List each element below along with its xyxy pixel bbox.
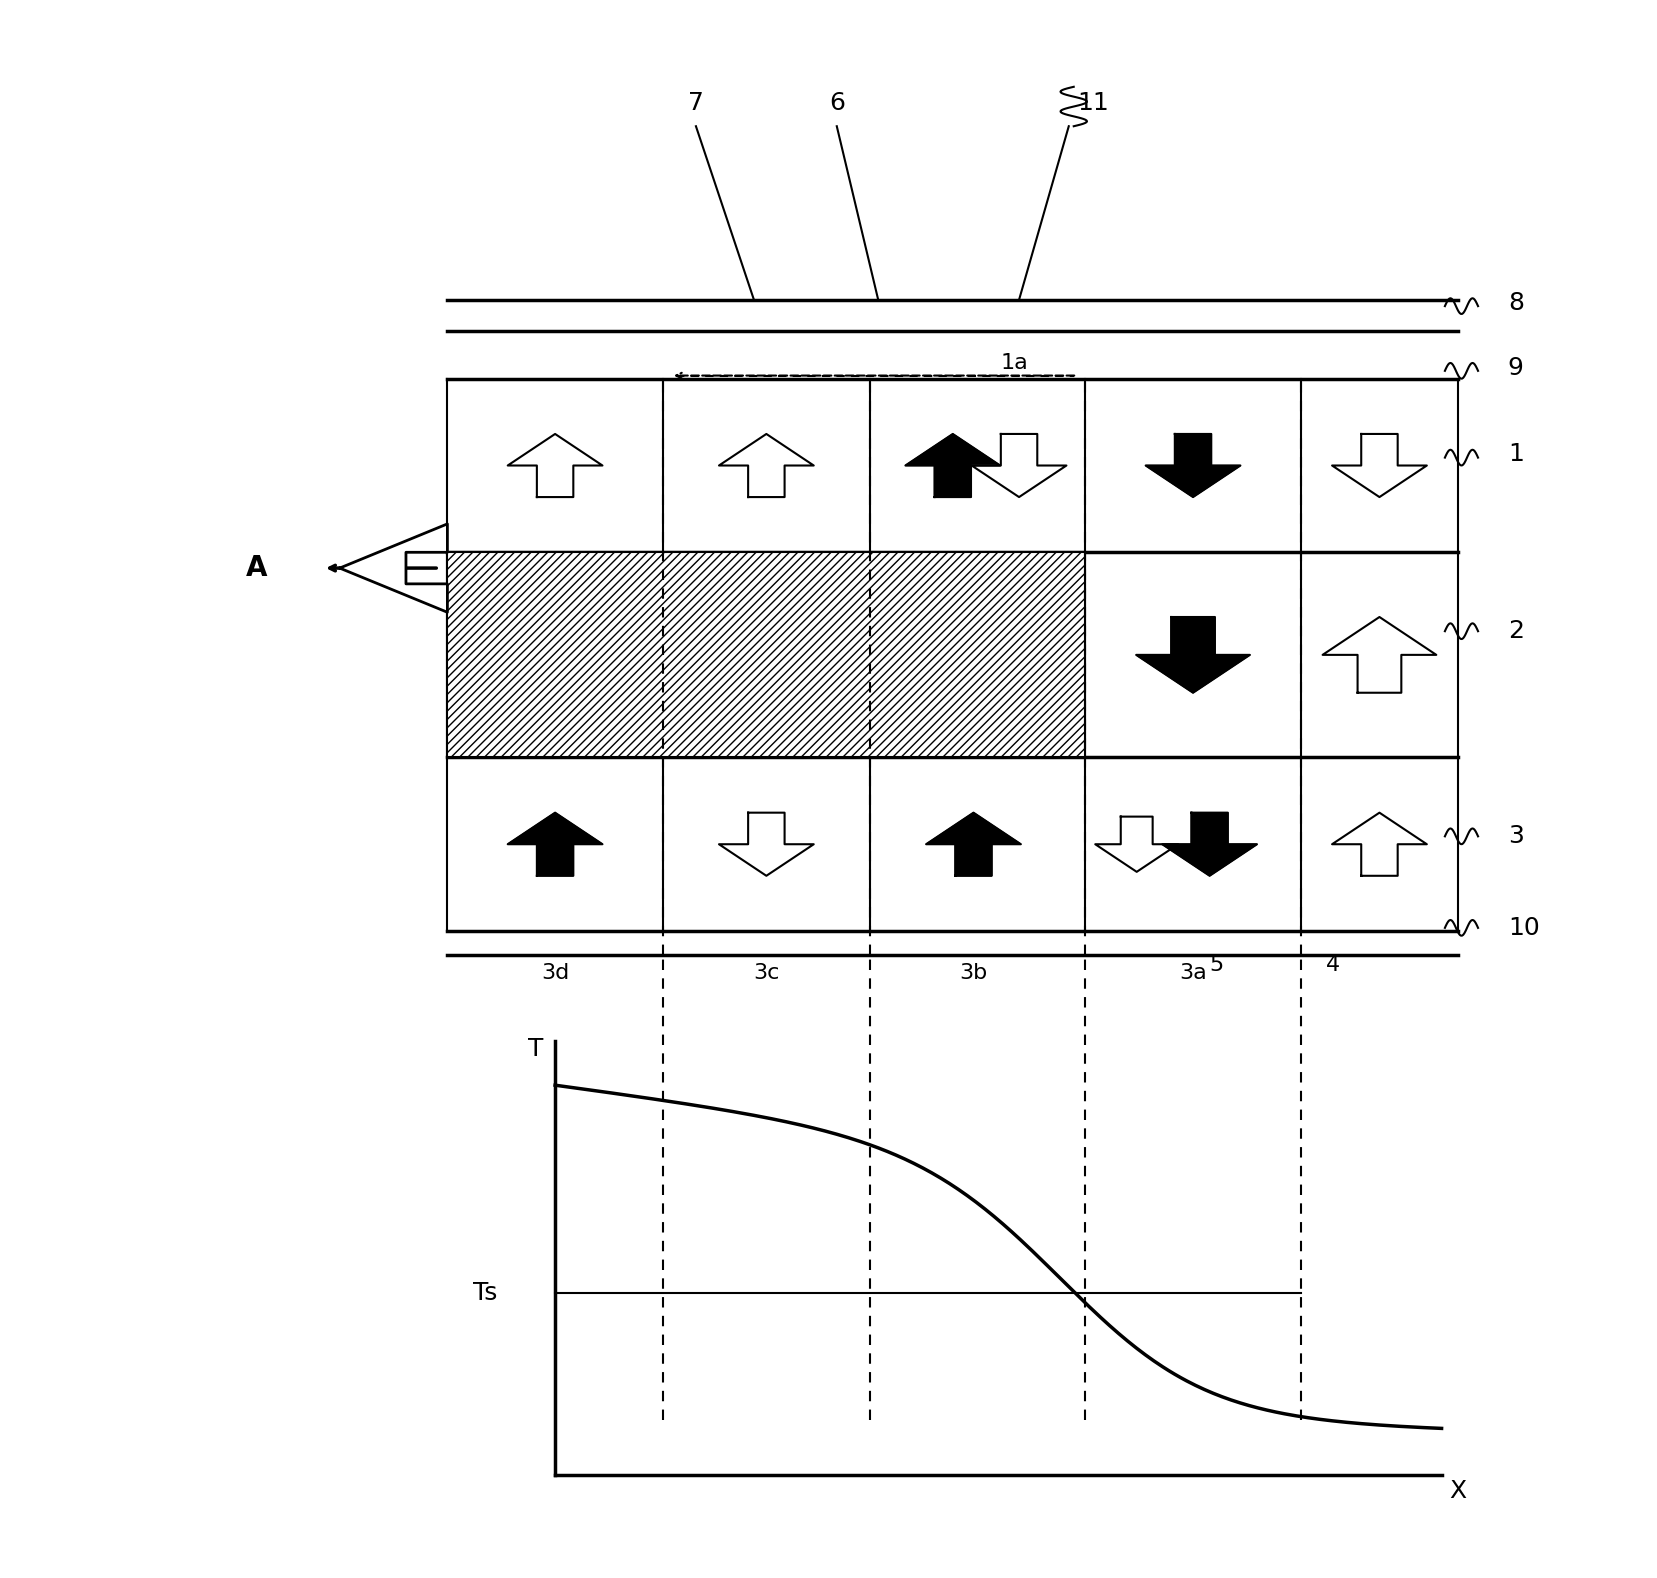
- Polygon shape: [1332, 813, 1427, 876]
- Text: 5: 5: [1210, 955, 1225, 975]
- Text: 3d: 3d: [540, 963, 570, 983]
- Text: 3b: 3b: [959, 963, 988, 983]
- Text: 3a: 3a: [1180, 963, 1206, 983]
- Text: 4: 4: [1326, 955, 1341, 975]
- Text: 3: 3: [1508, 824, 1524, 849]
- Polygon shape: [719, 813, 814, 876]
- Polygon shape: [719, 434, 814, 497]
- Text: A: A: [247, 554, 267, 582]
- Text: T: T: [529, 1037, 543, 1062]
- Polygon shape: [926, 813, 1021, 876]
- Polygon shape: [905, 434, 1001, 497]
- Text: 10: 10: [1508, 915, 1539, 940]
- Bar: [447, 552, 1085, 757]
- Polygon shape: [1095, 817, 1178, 871]
- Text: 11: 11: [1077, 90, 1110, 115]
- Text: X: X: [1450, 1479, 1466, 1504]
- Polygon shape: [340, 524, 447, 612]
- Text: 1: 1: [1508, 442, 1524, 467]
- Text: 8: 8: [1508, 290, 1524, 316]
- Polygon shape: [1332, 434, 1427, 497]
- Polygon shape: [1162, 813, 1258, 876]
- Text: 2: 2: [1508, 619, 1524, 644]
- Text: 7: 7: [688, 90, 704, 115]
- Text: Ts: Ts: [472, 1281, 497, 1305]
- Polygon shape: [1137, 617, 1249, 693]
- Polygon shape: [507, 813, 603, 876]
- Polygon shape: [971, 434, 1067, 497]
- Text: 6: 6: [828, 90, 845, 115]
- Polygon shape: [507, 434, 603, 497]
- Polygon shape: [1145, 434, 1241, 497]
- Text: 3c: 3c: [754, 963, 779, 983]
- Polygon shape: [1322, 617, 1437, 693]
- Text: 9: 9: [1508, 355, 1524, 380]
- Bar: [447, 552, 1085, 757]
- Text: 1a: 1a: [1001, 353, 1027, 372]
